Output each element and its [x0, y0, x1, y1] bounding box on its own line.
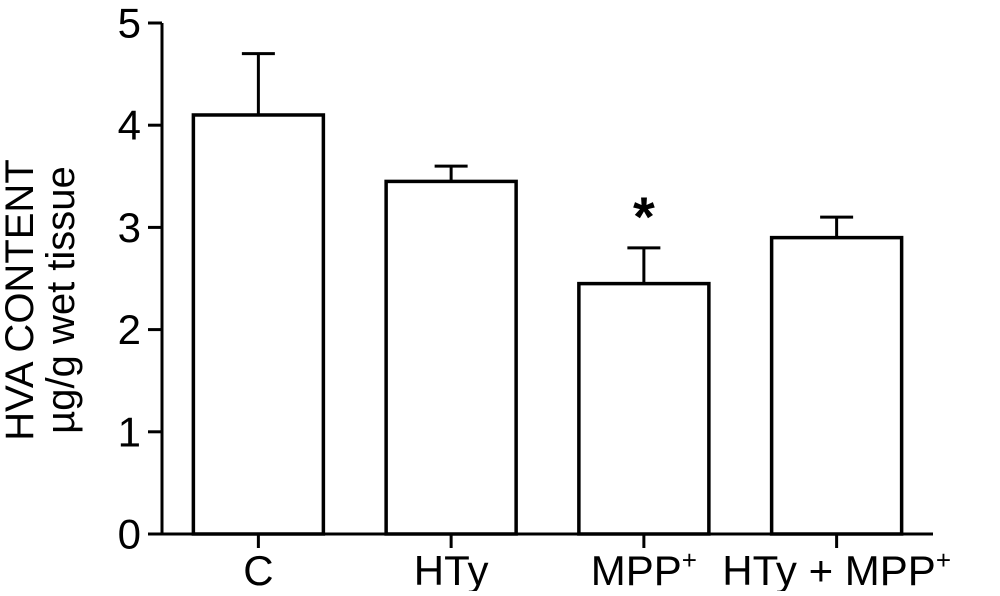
y-tick-label: 3	[118, 204, 141, 251]
bar	[191, 113, 326, 536]
y-axis-title-line1: HVA CONTENT	[0, 159, 42, 441]
bar	[384, 179, 518, 536]
x-tick-label: HTy + MPP+	[722, 545, 951, 591]
y-tick-label: 0	[118, 511, 141, 558]
x-tick-label: MPP+	[591, 545, 697, 591]
y-tick-label: 1	[118, 408, 141, 455]
x-tick-label: HTy	[414, 547, 489, 591]
bar	[577, 281, 711, 536]
bar	[769, 235, 904, 536]
y-axis-title-line2: µg/g wet tissue	[39, 166, 83, 434]
y-tick-label: 4	[118, 102, 141, 149]
x-tick-label: C	[243, 547, 273, 591]
y-tick-label: 2	[118, 306, 141, 353]
y-tick-label: 5	[118, 0, 141, 47]
significance-asterisk: *	[633, 185, 655, 248]
